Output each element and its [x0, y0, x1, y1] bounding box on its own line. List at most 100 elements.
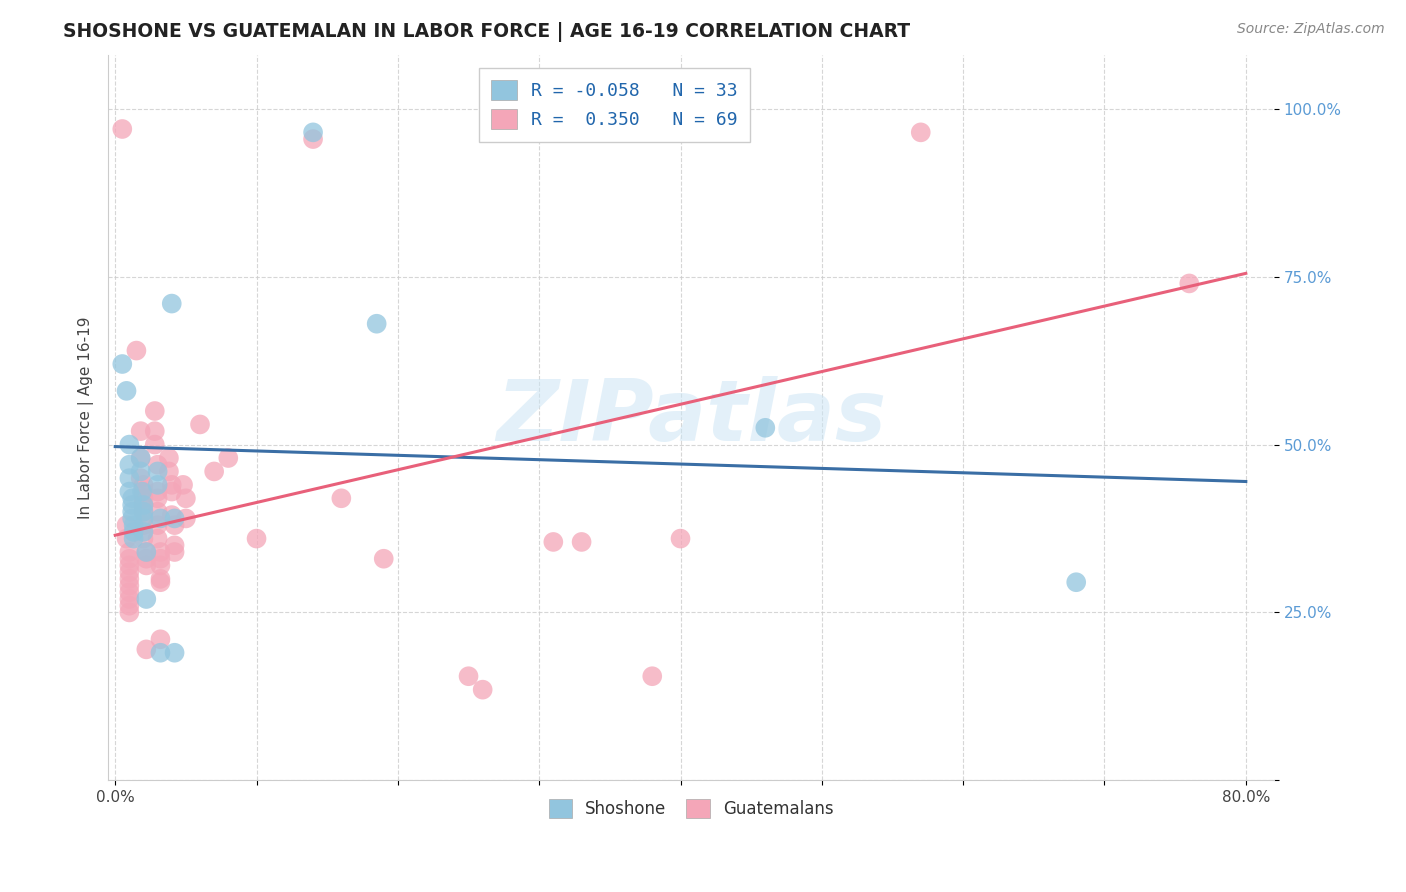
Point — [471, 682, 494, 697]
Point — [122, 518, 145, 533]
Point — [146, 484, 169, 499]
Legend: Shoshone, Guatemalans: Shoshone, Guatemalans — [540, 791, 842, 826]
Point — [118, 484, 141, 499]
Point — [129, 450, 152, 465]
Point — [129, 465, 152, 479]
Point — [373, 551, 395, 566]
Point — [115, 518, 138, 533]
Point — [118, 592, 141, 607]
Point — [174, 491, 197, 506]
Point — [669, 532, 692, 546]
Point — [118, 578, 141, 592]
Point — [129, 450, 152, 465]
Point — [125, 343, 148, 358]
Point — [129, 471, 152, 485]
Point — [118, 606, 141, 620]
Point — [163, 511, 186, 525]
Point — [302, 132, 325, 146]
Point — [160, 508, 183, 522]
Point — [118, 551, 141, 566]
Point — [118, 471, 141, 485]
Point — [132, 518, 155, 533]
Point — [149, 545, 172, 559]
Y-axis label: In Labor Force | Age 16-19: In Labor Force | Age 16-19 — [79, 317, 94, 519]
Point — [115, 532, 138, 546]
Point — [132, 532, 155, 546]
Point — [149, 632, 172, 647]
Point — [135, 558, 157, 573]
Point — [146, 491, 169, 506]
Point — [129, 424, 152, 438]
Point — [118, 585, 141, 599]
Point — [172, 478, 194, 492]
Point — [118, 437, 141, 451]
Point — [543, 535, 565, 549]
Point — [149, 572, 172, 586]
Point — [188, 417, 211, 432]
Point — [146, 505, 169, 519]
Point — [135, 592, 157, 607]
Point — [163, 518, 186, 533]
Text: SHOSHONE VS GUATEMALAN IN LABOR FORCE | AGE 16-19 CORRELATION CHART: SHOSHONE VS GUATEMALAN IN LABOR FORCE | … — [63, 22, 911, 42]
Point — [1064, 575, 1087, 590]
Point — [135, 642, 157, 657]
Point — [122, 524, 145, 539]
Point — [146, 532, 169, 546]
Point — [457, 669, 479, 683]
Point — [146, 465, 169, 479]
Text: Source: ZipAtlas.com: Source: ZipAtlas.com — [1237, 22, 1385, 37]
Point — [132, 505, 155, 519]
Point — [121, 505, 143, 519]
Point — [245, 532, 267, 546]
Point — [118, 545, 141, 559]
Point — [132, 484, 155, 499]
Point — [132, 478, 155, 492]
Point — [111, 357, 134, 371]
Point — [132, 524, 155, 539]
Point — [135, 551, 157, 566]
Point — [146, 518, 169, 533]
Point — [149, 551, 172, 566]
Point — [174, 511, 197, 525]
Point — [143, 437, 166, 451]
Point — [121, 491, 143, 506]
Point — [910, 125, 932, 139]
Point — [641, 669, 664, 683]
Point — [132, 511, 155, 525]
Point — [157, 465, 180, 479]
Point — [1178, 277, 1201, 291]
Point — [122, 532, 145, 546]
Point — [118, 572, 141, 586]
Point — [754, 421, 776, 435]
Point — [132, 498, 155, 512]
Point — [330, 491, 353, 506]
Point — [132, 498, 155, 512]
Point — [163, 545, 186, 559]
Point — [160, 478, 183, 492]
Point — [135, 545, 157, 559]
Point — [571, 535, 593, 549]
Point — [163, 646, 186, 660]
Point — [143, 404, 166, 418]
Point — [160, 484, 183, 499]
Point — [157, 450, 180, 465]
Point — [149, 575, 172, 590]
Point — [160, 296, 183, 310]
Point — [132, 491, 155, 506]
Point — [202, 465, 225, 479]
Point — [118, 458, 141, 472]
Point — [163, 538, 186, 552]
Text: ZIPatlas: ZIPatlas — [496, 376, 886, 459]
Point — [118, 599, 141, 613]
Point — [121, 511, 143, 525]
Point — [115, 384, 138, 398]
Point — [118, 558, 141, 573]
Point — [121, 498, 143, 512]
Point — [143, 424, 166, 438]
Point — [146, 458, 169, 472]
Point — [146, 478, 169, 492]
Point — [132, 505, 155, 519]
Point — [135, 545, 157, 559]
Point — [302, 125, 325, 139]
Point — [131, 484, 153, 499]
